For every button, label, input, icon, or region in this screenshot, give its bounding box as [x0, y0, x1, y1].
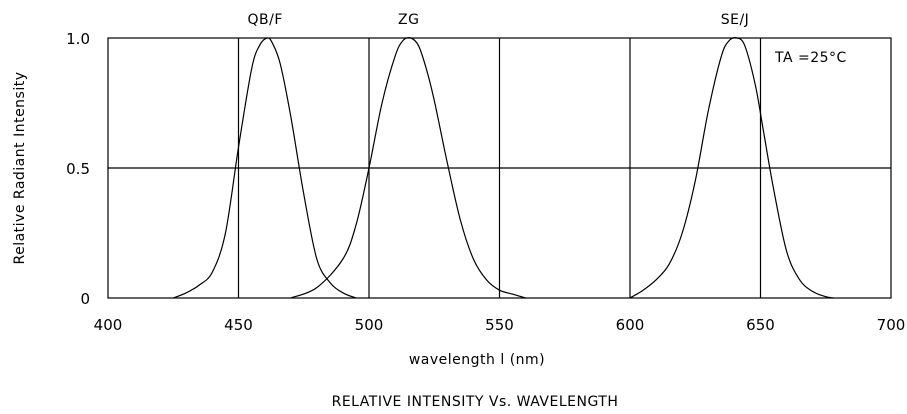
series-label-layer: QB/F ZG SE/J — [248, 12, 750, 28]
grid-layer — [108, 38, 891, 298]
annotation-temperature: TA =25°C — [774, 50, 847, 66]
tick-layer: 400 450 500 550 600 650 700 0 0.5 1.0 — [66, 30, 905, 334]
series-label-qb-f: QB/F — [248, 12, 283, 28]
y-tick-label-0: 0 — [80, 290, 90, 308]
x-axis-label: wavelength l (nm) — [409, 352, 545, 368]
x-tick-label-550: 550 — [485, 316, 514, 334]
series-line-zg — [290, 37, 526, 299]
series-label-se-j: SE/J — [721, 12, 750, 28]
x-tick-label-500: 500 — [355, 316, 384, 334]
series-label-zg: ZG — [398, 12, 419, 28]
x-tick-label-400: 400 — [94, 316, 123, 334]
x-tick-label-450: 450 — [224, 316, 253, 334]
plot-frame — [107, 37, 892, 299]
y-axis-label: Relative Radiant Intensity — [12, 71, 28, 264]
x-tick-label-650: 650 — [746, 316, 775, 334]
x-tick-label-600: 600 — [616, 316, 645, 334]
x-tick-label-700: 700 — [877, 316, 906, 334]
chart-title: RELATIVE INTENSITY Vs. WAVELENGTH — [332, 394, 619, 410]
y-tick-label-0.5: 0.5 — [66, 160, 90, 178]
y-tick-label-1.0: 1.0 — [66, 30, 90, 48]
